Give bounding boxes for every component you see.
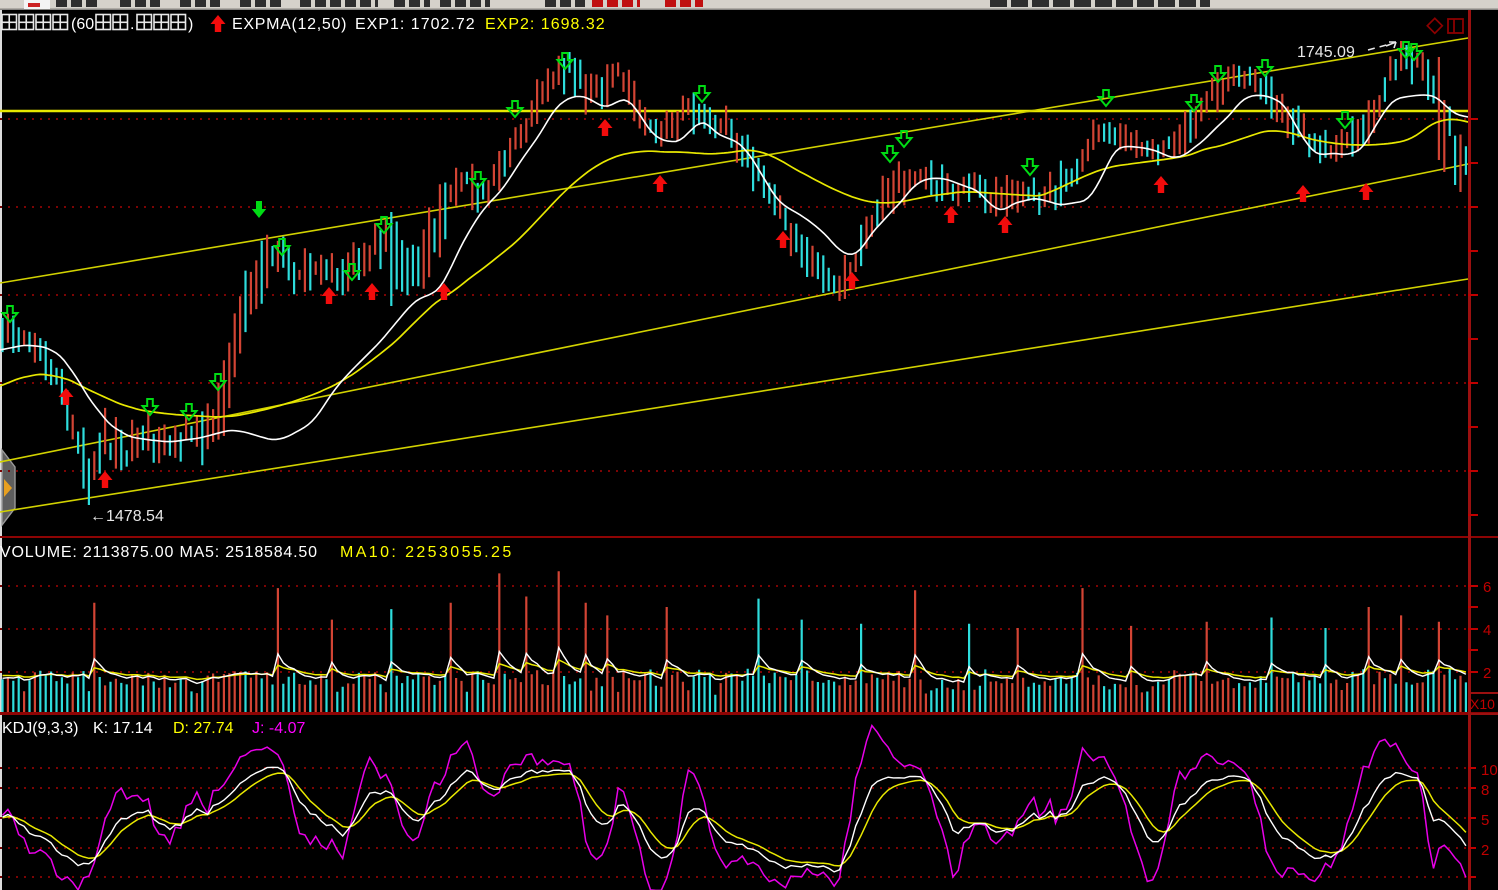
svg-text:EXP1: 1702.72: EXP1: 1702.72: [355, 16, 476, 33]
svg-text:EXP2: 1698.32: EXP2: 1698.32: [485, 16, 606, 33]
svg-text:5: 5: [1481, 812, 1489, 829]
svg-text:K: 17.14: K: 17.14: [93, 720, 153, 737]
svg-text:VOLUME: 2113875.00 MA5: 25185: VOLUME: 2113875.00 MA5: 2518584.50: [0, 544, 318, 561]
svg-text:J: -4.07: J: -4.07: [252, 720, 305, 737]
svg-text:6: 6: [1483, 579, 1491, 596]
svg-text:.: .: [130, 16, 134, 33]
svg-text:2: 2: [1481, 842, 1489, 859]
svg-text:4: 4: [1483, 622, 1491, 639]
svg-text:KDJ(9,3,3): KDJ(9,3,3): [2, 720, 78, 737]
svg-text:8: 8: [1481, 782, 1489, 799]
svg-text:1745.09: 1745.09: [1297, 44, 1355, 61]
svg-text:X10: X10: [1470, 696, 1495, 712]
svg-text:←1478.54: ←1478.54: [90, 508, 164, 525]
svg-text:EXPMA(12,50): EXPMA(12,50): [232, 16, 347, 33]
svg-text:): ): [188, 16, 193, 33]
svg-text:(60: (60: [71, 16, 94, 33]
svg-text:D: 27.74: D: 27.74: [173, 720, 234, 737]
svg-text:2: 2: [1483, 665, 1491, 682]
svg-text:10: 10: [1481, 762, 1498, 779]
svg-text:MA10: 2253055.25: MA10: 2253055.25: [340, 544, 514, 561]
